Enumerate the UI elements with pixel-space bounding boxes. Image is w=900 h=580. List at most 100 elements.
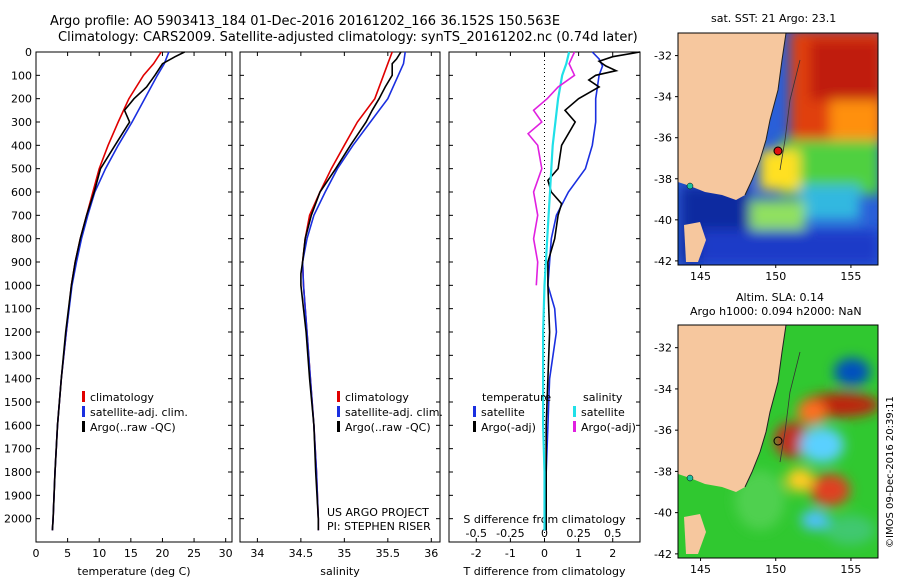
legend-argo: Argo(..raw -QC): [90, 421, 176, 434]
legend-satellite: satellite-adj. clim.: [90, 406, 188, 419]
lon-tick-label: 150: [765, 563, 786, 576]
sla-map-title1: Altim. SLA: 0.14: [736, 291, 824, 304]
legend-argo-marker: [337, 421, 340, 432]
salinity-panel: 34 34.5 35 35.5 36 salinity: [239, 51, 441, 578]
legend-targo: Argo(-adj): [481, 421, 536, 434]
x-tick-label: 34: [250, 547, 264, 560]
lon-tick-label: 155: [840, 270, 861, 283]
argo-raw-qc-line: [300, 51, 402, 531]
x-tick-label: 5: [64, 547, 71, 560]
x-tick-label: 0: [33, 547, 40, 560]
y-tick-label: 1600: [4, 419, 32, 432]
legend-ssat-marker: [573, 406, 576, 417]
y-tick-label: 1900: [4, 489, 32, 502]
salinity-legend: climatology satellite-adj. clim. Argo(..…: [327, 391, 443, 533]
lat-tick-label: -38: [654, 465, 672, 478]
x-axis-label: salinity: [320, 565, 360, 578]
lat-tick-label: -38: [654, 173, 672, 186]
legend-climatology: climatology: [345, 391, 409, 404]
x-tick-label: 1: [575, 547, 582, 560]
temperature-legend: climatology satellite-adj. clim. Argo(..…: [82, 391, 188, 434]
x-tick-label: 15: [124, 547, 138, 560]
lat-tick-label: -40: [654, 214, 672, 227]
temperature-satellite-line: [543, 51, 604, 531]
y-tick-label: 1200: [4, 326, 32, 339]
legend-salinity-heading: salinity: [583, 391, 623, 404]
credit-project: US ARGO PROJECT: [327, 506, 429, 519]
argo-location-marker: [773, 146, 783, 156]
y-tick-label: 700: [11, 209, 32, 222]
credit-pi: PI: STEPHEN RISER: [327, 520, 431, 533]
lon-tick-label: 155: [840, 563, 861, 576]
y-tick-label: 1000: [4, 279, 32, 292]
s-tick-label: -0.25: [496, 527, 524, 540]
lon-tick-label: 145: [690, 563, 711, 576]
x-axis-label: T difference from climatology: [463, 565, 626, 578]
salinity-argo-adj-line: [526, 51, 576, 286]
x-tick-label: 2: [609, 547, 616, 560]
x-tick-label: -2: [471, 547, 482, 560]
header-line1: Argo profile: AO 5903413_184 01-Dec-2016…: [50, 14, 560, 29]
header-line2: Climatology: CARS2009. Satellite-adjuste…: [58, 30, 638, 45]
legend-sargo-marker: [573, 421, 576, 432]
land-mainland: [678, 33, 786, 200]
lat-tick-label: -36: [654, 424, 672, 437]
sla-map: [677, 324, 879, 559]
y-tick-label: 2000: [4, 513, 32, 526]
y-tick-label: 400: [11, 139, 32, 152]
s-tick-label: 0.5: [604, 527, 622, 540]
temperature-panel: 0100200300400500600700800900100011001200…: [4, 46, 233, 578]
lat-tick-label: -32: [654, 342, 672, 355]
sst-map-axes: 145 150 155 -32 -34 -36 -38 -40 -42: [654, 50, 861, 283]
lat-tick-label: -34: [654, 91, 672, 104]
x-tick-label: 35.5: [376, 547, 401, 560]
y-tick-label: 1300: [4, 349, 32, 362]
land-tasmania: [684, 222, 706, 262]
y-tick-label: 0: [25, 46, 32, 59]
plot-frame: [239, 51, 441, 543]
y-tick-label: 1700: [4, 443, 32, 456]
lon-tick-label: 150: [765, 270, 786, 283]
x-tick-label: 35: [337, 547, 351, 560]
legend-argo-marker: [82, 421, 85, 432]
satellite-adj-clim-line: [301, 51, 406, 531]
y-tick-label: 200: [11, 93, 32, 106]
legend-ssat: satellite: [581, 406, 625, 419]
y-tick-label: 1800: [4, 466, 32, 479]
legend-satellite: satellite-adj. clim.: [345, 406, 443, 419]
argo-raw-qc-line: [51, 51, 185, 531]
legend-temperature-heading: temperature: [482, 391, 551, 404]
climatology-line: [51, 51, 162, 531]
y-tick-label: 500: [11, 163, 32, 176]
sla-map-axes: 145 150 155 -32 -34 -36 -38 -40 -42: [654, 342, 861, 576]
argo-location-marker: [773, 436, 783, 446]
sst-map-title: sat. SST: 21 Argo: 23.1: [711, 12, 836, 25]
x-tick-label: 0: [541, 547, 548, 560]
s-tick-label: -0.5: [466, 527, 487, 540]
x-tick-label: 30: [219, 547, 233, 560]
y-tick-label: 100: [11, 69, 32, 82]
legend-tsat-marker: [473, 406, 476, 417]
y-tick-label: 1100: [4, 303, 32, 316]
satellite-adj-clim-line: [51, 51, 170, 531]
legend-clim-marker: [337, 391, 340, 402]
legend-argo: Argo(..raw -QC): [345, 421, 431, 434]
lat-tick-label: -34: [654, 383, 672, 396]
lat-tick-label: -40: [654, 507, 672, 520]
x-tick-label: 34.5: [289, 547, 314, 560]
y-tick-label: 900: [11, 256, 32, 269]
lon-tick-label: 145: [690, 270, 711, 283]
y-tick-label: 1400: [4, 373, 32, 386]
x-axis-label: temperature (deg C): [77, 565, 190, 578]
y-tick-label: 800: [11, 233, 32, 246]
x-tick-label: 36: [424, 547, 438, 560]
legend-climatology: climatology: [90, 391, 154, 404]
x-tick-label: -1: [505, 547, 516, 560]
s-tick-label: 0: [541, 527, 548, 540]
x-tick-label: 20: [155, 547, 169, 560]
x-tick-label: 25: [187, 547, 201, 560]
lat-tick-label: -36: [654, 132, 672, 145]
lat-tick-label: -42: [654, 255, 672, 268]
legend-clim-marker: [82, 391, 85, 402]
